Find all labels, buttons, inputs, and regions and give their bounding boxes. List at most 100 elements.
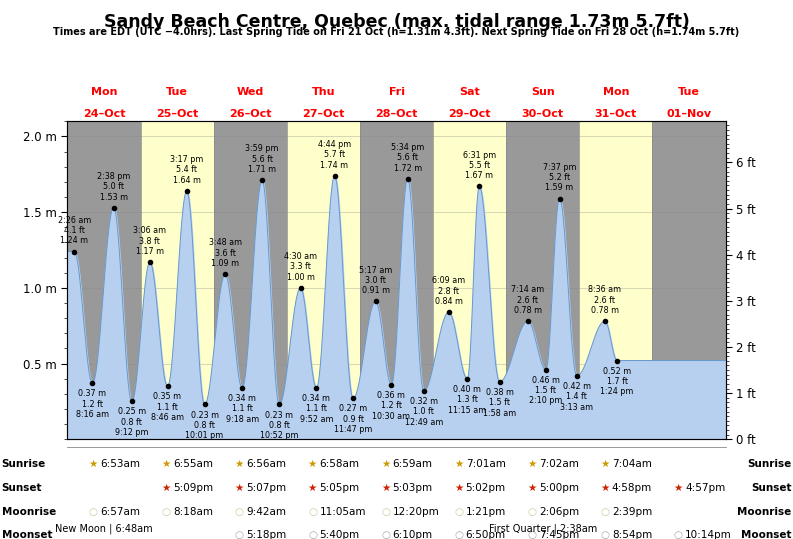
- Text: ★: ★: [527, 483, 536, 493]
- Text: ○: ○: [308, 530, 317, 539]
- Text: 3:48 am
3.6 ft
1.09 m: 3:48 am 3.6 ft 1.09 m: [209, 238, 242, 268]
- Text: ○: ○: [89, 507, 98, 517]
- Text: 24–Oct: 24–Oct: [82, 108, 125, 119]
- Text: ○: ○: [381, 507, 390, 517]
- Text: ★: ★: [88, 459, 98, 468]
- Text: Fri: Fri: [389, 87, 404, 97]
- Text: New Moon | 6:48am: New Moon | 6:48am: [56, 523, 153, 534]
- Bar: [67, 121, 140, 439]
- Text: ★: ★: [381, 483, 390, 493]
- Text: ★: ★: [162, 459, 170, 468]
- Text: ○: ○: [162, 507, 170, 517]
- Text: 25–Oct: 25–Oct: [156, 108, 198, 119]
- Text: ★: ★: [235, 483, 244, 493]
- Text: 0.34 m
1.1 ft
9:52 am: 0.34 m 1.1 ft 9:52 am: [300, 394, 333, 424]
- Text: 0.36 m
1.2 ft
10:30 am: 0.36 m 1.2 ft 10:30 am: [373, 391, 411, 420]
- Text: 6:58am: 6:58am: [320, 459, 359, 468]
- Text: ○: ○: [527, 530, 536, 539]
- Text: 5:34 pm
5.6 ft
1.72 m: 5:34 pm 5.6 ft 1.72 m: [391, 143, 424, 173]
- Text: 28–Oct: 28–Oct: [375, 108, 418, 119]
- Text: Sun: Sun: [531, 87, 554, 97]
- Bar: [653, 121, 726, 439]
- Text: 7:02am: 7:02am: [538, 459, 579, 468]
- Text: 3:17 pm
5.4 ft
1.64 m: 3:17 pm 5.4 ft 1.64 m: [170, 155, 204, 185]
- Text: 5:18pm: 5:18pm: [247, 530, 286, 539]
- Text: 8:18am: 8:18am: [173, 507, 213, 517]
- Text: 0.23 m
0.8 ft
10:01 pm: 0.23 m 0.8 ft 10:01 pm: [186, 411, 224, 440]
- Text: Mon: Mon: [603, 87, 629, 97]
- Text: Sunset: Sunset: [2, 483, 42, 493]
- Text: Sunrise: Sunrise: [747, 459, 791, 468]
- Text: 0.23 m
0.8 ft
10:52 pm: 0.23 m 0.8 ft 10:52 pm: [260, 411, 298, 440]
- Text: 5:09pm: 5:09pm: [173, 483, 213, 493]
- Text: 4:44 pm
5.7 ft
1.74 m: 4:44 pm 5.7 ft 1.74 m: [318, 140, 351, 170]
- Text: ★: ★: [454, 459, 463, 468]
- Text: ★: ★: [600, 483, 610, 493]
- Text: ★: ★: [381, 459, 390, 468]
- Text: Sunrise: Sunrise: [2, 459, 46, 468]
- Bar: [287, 121, 360, 439]
- Text: Sat: Sat: [459, 87, 480, 97]
- Text: ○: ○: [381, 530, 390, 539]
- Bar: [213, 121, 287, 439]
- Text: 12:20pm: 12:20pm: [393, 507, 439, 517]
- Text: ★: ★: [308, 459, 317, 468]
- Text: 7:37 pm
5.2 ft
1.59 m: 7:37 pm 5.2 ft 1.59 m: [542, 163, 577, 192]
- Text: 0.52 m
1.7 ft
1:24 pm: 0.52 m 1.7 ft 1:24 pm: [600, 367, 634, 396]
- Text: Mon: Mon: [90, 87, 117, 97]
- Text: 7:04am: 7:04am: [612, 459, 652, 468]
- Text: 26–Oct: 26–Oct: [229, 108, 271, 119]
- Text: ○: ○: [454, 530, 463, 539]
- Bar: [506, 121, 580, 439]
- Text: 2:39pm: 2:39pm: [612, 507, 652, 517]
- Text: 4:30 am
3.3 ft
1.00 m: 4:30 am 3.3 ft 1.00 m: [284, 252, 317, 282]
- Text: 6:57am: 6:57am: [100, 507, 140, 517]
- Text: 5:00pm: 5:00pm: [538, 483, 579, 493]
- Text: ★: ★: [162, 483, 170, 493]
- Text: 0.32 m
1.0 ft
12:49 am: 0.32 m 1.0 ft 12:49 am: [404, 397, 443, 427]
- Text: 6:56am: 6:56am: [247, 459, 286, 468]
- Text: 0.38 m
1.5 ft
1:58 am: 0.38 m 1.5 ft 1:58 am: [483, 388, 516, 418]
- Text: ★: ★: [308, 483, 317, 493]
- Text: 7:01am: 7:01am: [465, 459, 506, 468]
- Text: 2:06pm: 2:06pm: [538, 507, 579, 517]
- Text: 5:02pm: 5:02pm: [465, 483, 506, 493]
- Text: 0.40 m
1.3 ft
11:15 am: 0.40 m 1.3 ft 11:15 am: [448, 385, 486, 414]
- Text: ★: ★: [673, 483, 683, 493]
- Text: 5:40pm: 5:40pm: [320, 530, 359, 539]
- Text: Moonset: Moonset: [2, 530, 52, 539]
- Text: ○: ○: [454, 507, 463, 517]
- Text: ○: ○: [600, 530, 610, 539]
- Text: 8:36 am
2.6 ft
0.78 m: 8:36 am 2.6 ft 0.78 m: [588, 285, 622, 315]
- Text: 30–Oct: 30–Oct: [522, 108, 564, 119]
- Text: ★: ★: [527, 459, 536, 468]
- Text: Thu: Thu: [312, 87, 335, 97]
- Text: ○: ○: [308, 507, 317, 517]
- Text: 6:53am: 6:53am: [100, 459, 140, 468]
- Text: 0.46 m
1.5 ft
2:10 pm: 0.46 m 1.5 ft 2:10 pm: [529, 376, 562, 405]
- Text: ★: ★: [600, 459, 610, 468]
- Bar: [140, 121, 213, 439]
- Text: ★: ★: [235, 459, 244, 468]
- Text: 9:42am: 9:42am: [247, 507, 286, 517]
- Bar: [360, 121, 433, 439]
- Text: Moonrise: Moonrise: [737, 507, 791, 517]
- Text: 8:54pm: 8:54pm: [612, 530, 652, 539]
- Text: 0.42 m
1.4 ft
3:13 am: 0.42 m 1.4 ft 3:13 am: [560, 382, 593, 412]
- Text: Wed: Wed: [236, 87, 264, 97]
- Text: 10:14pm: 10:14pm: [685, 530, 732, 539]
- Text: 4:57pm: 4:57pm: [685, 483, 726, 493]
- Text: 6:10pm: 6:10pm: [393, 530, 433, 539]
- Text: 0.37 m
1.2 ft
8:16 am: 0.37 m 1.2 ft 8:16 am: [76, 389, 109, 419]
- Text: First Quarter | 2:38am: First Quarter | 2:38am: [488, 523, 597, 534]
- Text: 2:26 am
4.1 ft
1.24 m: 2:26 am 4.1 ft 1.24 m: [58, 216, 91, 245]
- Text: Sunset: Sunset: [751, 483, 791, 493]
- Text: 6:59am: 6:59am: [393, 459, 432, 468]
- Text: 7:14 am
2.6 ft
0.78 m: 7:14 am 2.6 ft 0.78 m: [511, 285, 545, 315]
- Text: 3:06 am
3.8 ft
1.17 m: 3:06 am 3.8 ft 1.17 m: [133, 226, 167, 256]
- Text: ○: ○: [600, 507, 610, 517]
- Text: 5:17 am
3.0 ft
0.91 m: 5:17 am 3.0 ft 0.91 m: [359, 266, 393, 295]
- Text: 29–Oct: 29–Oct: [448, 108, 491, 119]
- Text: 6:09 am
2.8 ft
0.84 m: 6:09 am 2.8 ft 0.84 m: [432, 276, 465, 306]
- Text: 3:59 pm
5.6 ft
1.71 m: 3:59 pm 5.6 ft 1.71 m: [245, 144, 279, 174]
